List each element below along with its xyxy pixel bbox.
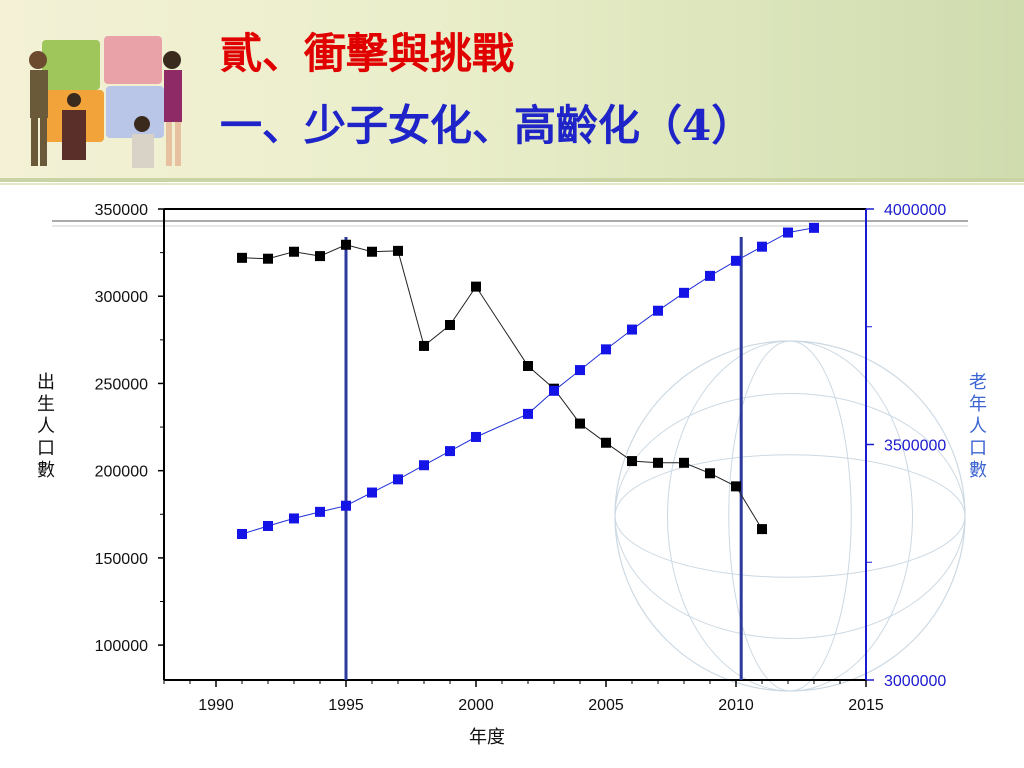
header-divider: [0, 178, 1024, 182]
x-tick-label: 2000: [458, 697, 494, 714]
elderly-population-point: [341, 500, 351, 511]
elderly-population-line: [241, 227, 815, 535]
y2-axis-label: 老年人口數: [969, 372, 987, 481]
elderly-population-point: [445, 446, 455, 457]
births-point: [575, 418, 585, 429]
births-point: [627, 456, 637, 467]
births-point: [393, 245, 403, 256]
x-tick-label: 2015: [848, 697, 884, 714]
birth-elderly-chart: 100000 150000 200000 250000 300000 350000 3000…: [37, 202, 987, 748]
elderly-population-point: [575, 365, 585, 376]
elderly-population-point: [419, 460, 429, 471]
header-divider-light: [0, 183, 1024, 185]
slide-body: 100000 150000 200000 250000 300000 350000 3000…: [0, 186, 1024, 768]
elderly-population-point: [653, 305, 663, 316]
elderly-population-point: [783, 227, 793, 238]
slide-title: 貳、衝擊與挑戰: [220, 29, 515, 78]
y-tick-label: 250000: [95, 376, 148, 393]
births-point: [419, 340, 429, 351]
births-point: [705, 468, 715, 479]
y-axis-label: 出生人口數: [37, 372, 55, 481]
puzzle-people-icon: [29, 36, 182, 168]
elderly-population-point: [471, 431, 481, 442]
x-tick-label: 2005: [588, 697, 624, 714]
births-point: [679, 457, 689, 468]
y2-tick-label: 3500000: [884, 438, 946, 455]
elderly-population-point: [367, 487, 377, 498]
births-point: [289, 246, 299, 257]
x-tick-label: 1995: [328, 697, 364, 714]
y2-tick-label: 4000000: [884, 202, 946, 219]
globe-parallel: [614, 393, 966, 639]
globe-watermark: [614, 340, 966, 692]
x-tick-label: 1990: [198, 697, 234, 714]
y-tick-label: 350000: [95, 202, 148, 219]
elderly-population-point: [393, 474, 403, 485]
y-tick-label: 100000: [95, 638, 148, 655]
births-point: [341, 239, 351, 250]
elderly-population-point: [289, 513, 299, 524]
elderly-population-point: [315, 506, 325, 517]
elderly-population-point: [627, 324, 637, 335]
y2-tick-label: 3000000: [884, 673, 946, 690]
y-tick-label: 150000: [95, 551, 148, 568]
elderly-population-point: [809, 222, 819, 233]
births-point: [757, 524, 767, 535]
y-tick-label: 200000: [95, 464, 148, 481]
elderly-population-point: [523, 408, 533, 419]
births-point: [523, 361, 533, 371]
elderly-population-point: [705, 270, 715, 281]
x-tick-label: 2010: [718, 697, 754, 714]
births-point: [601, 437, 611, 448]
births-point: [471, 281, 481, 292]
y-tick-label: 300000: [95, 289, 148, 306]
births-point: [445, 320, 455, 331]
slide-header: 貳、衝擊與挑戰 一、少子女化、高齡化（4）: [0, 0, 1024, 180]
births-point: [237, 252, 247, 263]
elderly-population-point: [757, 241, 767, 252]
elderly-population-point: [263, 520, 273, 531]
births-point: [367, 246, 377, 257]
elderly-population-point: [679, 287, 689, 298]
elderly-population-point: [237, 528, 247, 539]
elderly-population-point: [601, 344, 611, 355]
elderly-population-point: [549, 385, 559, 396]
globe-meridian: [667, 340, 913, 692]
births-point: [731, 481, 741, 492]
elderly-population-point: [731, 255, 741, 266]
births-point: [653, 457, 663, 468]
births-point: [315, 251, 325, 262]
slide-subtitle: 一、少子女化、高齡化（4）: [220, 101, 754, 150]
x-axis-label: 年度: [469, 727, 505, 748]
births-point: [263, 253, 273, 264]
births-line: [241, 244, 763, 530]
